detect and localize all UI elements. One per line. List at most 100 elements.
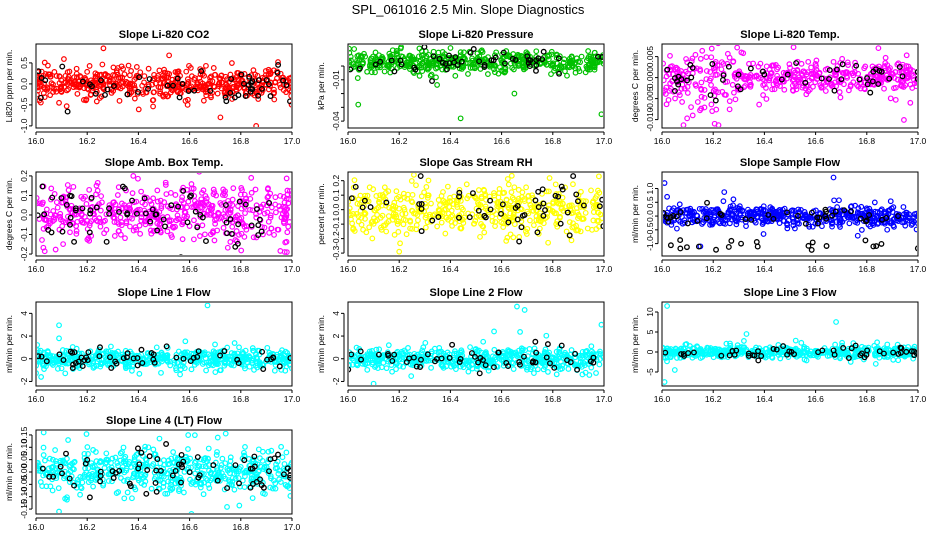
- reference-point: [499, 201, 506, 208]
- reference-point: [526, 63, 533, 70]
- data-point: [875, 45, 882, 52]
- data-point: [112, 350, 119, 356]
- data-point: [117, 279, 122, 284]
- data-point: [248, 189, 255, 196]
- data-point: [179, 236, 186, 243]
- data-point: [349, 65, 355, 72]
- data-point: [230, 362, 237, 369]
- reference-point: [59, 228, 66, 235]
- reference-point: [748, 216, 755, 223]
- x-tick-label: 16.8: [233, 264, 250, 274]
- reference-point: [149, 206, 156, 213]
- reference-point: [430, 53, 437, 60]
- reference-point: [266, 200, 273, 206]
- data-point: [376, 346, 383, 353]
- data-point: [479, 49, 486, 55]
- x-tick-label: 16.2: [391, 136, 408, 146]
- data-point: [266, 229, 273, 236]
- panel-title: Slope Line 1 Flow: [118, 287, 211, 299]
- reference-point: [555, 55, 562, 62]
- data-point: [678, 85, 685, 92]
- reference-point: [352, 183, 359, 190]
- x-tick-label: 16.6: [493, 264, 510, 274]
- reference-point: [67, 221, 73, 228]
- data-point: [564, 72, 570, 79]
- reference-point: [412, 66, 419, 73]
- reference-point: [670, 212, 677, 219]
- data-point: [790, 67, 797, 74]
- data-point: [378, 364, 385, 371]
- data-point: [112, 201, 119, 208]
- data-point: [415, 217, 421, 224]
- data-point: [370, 186, 377, 193]
- reference-point: [524, 53, 531, 60]
- y-tick-label: 0.0: [19, 209, 29, 221]
- data-point: [51, 85, 57, 92]
- data-point: [889, 70, 896, 77]
- data-point: [505, 347, 511, 353]
- reference-point: [754, 243, 761, 250]
- data-point: [242, 210, 248, 217]
- data-point: [52, 246, 59, 253]
- data-point: [476, 347, 482, 354]
- data-point: [108, 90, 115, 96]
- reference-point: [521, 212, 528, 218]
- data-point: [578, 53, 585, 60]
- data-point: [721, 217, 728, 224]
- data-point: [497, 64, 503, 71]
- reference-point: [248, 222, 255, 229]
- data-point: [240, 357, 246, 363]
- data-point: [199, 222, 206, 229]
- outlier-point: [283, 249, 290, 255]
- data-points: [37, 303, 291, 380]
- reference-point: [552, 192, 559, 199]
- panel-title: Slope Li-820 Pressure: [419, 29, 534, 41]
- data-point: [288, 74, 291, 81]
- y-tick-label: 0.5: [19, 57, 29, 69]
- reference-point: [39, 183, 46, 190]
- plot-frame: [661, 171, 919, 257]
- reference-point: [150, 356, 157, 363]
- reference-point: [446, 52, 452, 59]
- data-point: [105, 362, 111, 369]
- reference-point: [456, 193, 462, 200]
- data-point: [529, 350, 536, 357]
- x-tick-label: 16.4: [756, 136, 773, 146]
- data-point: [155, 354, 162, 361]
- data-point: [124, 357, 131, 364]
- data-point: [407, 217, 414, 224]
- data-point: [901, 117, 907, 123]
- reference-point: [841, 207, 848, 214]
- reference-point: [870, 243, 877, 250]
- y-tick-label: 0.2: [19, 170, 29, 182]
- reference-point: [192, 208, 199, 215]
- data-point: [724, 60, 731, 67]
- reference-point: [255, 222, 262, 229]
- data-point: [577, 358, 584, 365]
- data-point: [277, 70, 284, 77]
- data-point: [423, 53, 430, 60]
- reference-point: [222, 202, 229, 208]
- reference-point: [138, 346, 145, 353]
- data-point: [741, 338, 747, 344]
- reference-point: [683, 244, 690, 251]
- data-point: [180, 359, 187, 366]
- data-point: [400, 221, 407, 228]
- y-tick-label: 0.0: [331, 203, 341, 215]
- data-point: [413, 222, 420, 229]
- data-point: [420, 344, 427, 351]
- y-tick-label: 0.1: [331, 189, 341, 201]
- data-point: [760, 92, 766, 98]
- data-point: [212, 369, 219, 376]
- reference-point: [735, 71, 742, 78]
- reference-point: [875, 81, 882, 87]
- y-axis: -0.2-0.10.00.10.2: [19, 170, 33, 261]
- data-point: [137, 230, 144, 237]
- data-point: [527, 201, 534, 208]
- data-point: [201, 350, 207, 357]
- data-point: [442, 352, 449, 359]
- data-point: [529, 192, 535, 199]
- reference-point: [500, 49, 507, 56]
- data-point: [575, 58, 582, 65]
- data-point: [422, 224, 429, 231]
